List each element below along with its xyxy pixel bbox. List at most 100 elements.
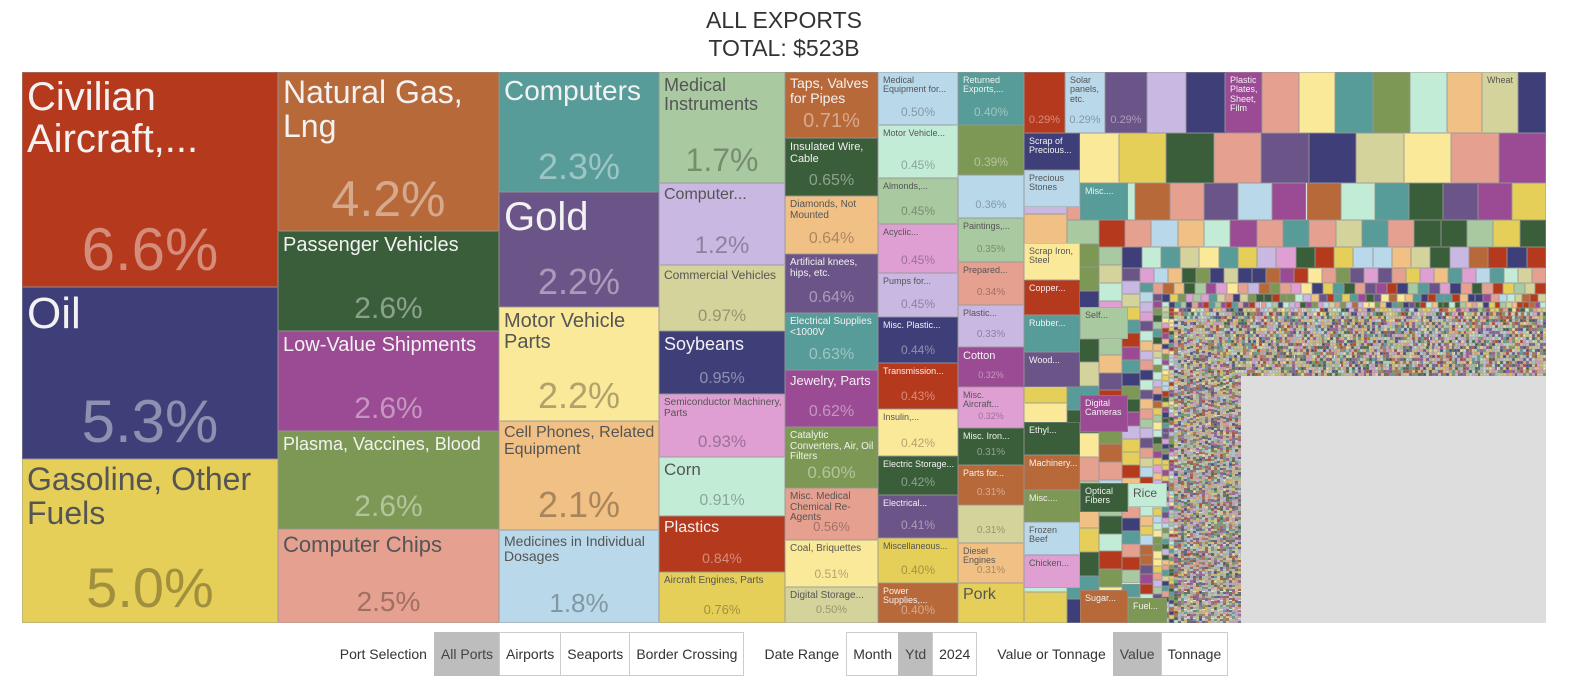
treemap-tile-small[interactable]	[1182, 307, 1188, 313]
treemap-tile-small[interactable]	[1169, 467, 1175, 472]
treemap-tile-small[interactable]	[1152, 372, 1163, 380]
treemap-tile-small[interactable]	[1195, 267, 1210, 283]
treemap-tile-small[interactable]	[1162, 544, 1170, 550]
treemap-tile-small[interactable]	[1152, 350, 1163, 359]
treemap-tile-small[interactable]	[1152, 465, 1163, 473]
treemap-tile-small[interactable]	[1374, 301, 1381, 308]
treemap-tile-small[interactable]	[1475, 293, 1484, 302]
treemap-tile-small[interactable]	[1098, 283, 1123, 301]
treemap-tile-small[interactable]	[1139, 467, 1153, 478]
treemap-tile-small[interactable]	[1272, 183, 1307, 220]
treemap-tile-small[interactable]	[1177, 293, 1186, 302]
treemap-tile-small[interactable]	[1283, 301, 1290, 308]
treemap-tile-small[interactable]	[1426, 301, 1432, 308]
treemap-tile-small[interactable]	[1237, 301, 1244, 308]
treemap-tile-small[interactable]	[1397, 301, 1404, 308]
treemap-tile-small[interactable]	[1162, 312, 1170, 318]
treemap-tile-small[interactable]	[1507, 247, 1527, 268]
treemap-tile-small[interactable]	[1248, 282, 1259, 294]
treemap-tile-small[interactable]	[1500, 301, 1507, 308]
treemap-tile-small[interactable]	[1195, 307, 1200, 313]
treemap-tile-small[interactable]	[1193, 293, 1202, 302]
treemap-tile-small[interactable]	[1256, 293, 1264, 302]
treemap-tile-small[interactable]	[1323, 301, 1329, 308]
treemap-tile-small[interactable]	[1139, 438, 1153, 448]
treemap-tile-small[interactable]	[1169, 428, 1175, 433]
treemap-tile-small[interactable]	[1310, 293, 1319, 302]
treemap-tile-small[interactable]	[1162, 401, 1170, 408]
treemap-tile-small[interactable]	[1169, 525, 1175, 530]
treemap-tile-small[interactable]	[1152, 580, 1163, 588]
treemap-tile-small[interactable]	[1322, 282, 1334, 294]
treemap-tile-small[interactable]	[1266, 301, 1272, 308]
treemap-tile-small[interactable]	[1216, 282, 1227, 294]
treemap-tile-small[interactable]	[1203, 183, 1239, 220]
treemap-tile-small[interactable]	[1162, 428, 1170, 434]
treemap-tile-small[interactable]	[1454, 301, 1461, 308]
treemap-tile-small[interactable]	[1162, 328, 1170, 334]
treemap-tile-small[interactable]	[1122, 438, 1140, 452]
treemap-tile-small[interactable]	[1169, 517, 1175, 522]
treemap-tile-small[interactable]	[1098, 336, 1123, 355]
treemap-tile-small[interactable]	[1197, 301, 1204, 308]
treemap-tile-small[interactable]	[1162, 580, 1170, 587]
treemap-tile-small[interactable]	[1139, 340, 1153, 351]
treemap-tile-small[interactable]	[1169, 580, 1175, 585]
treemap-tile-small[interactable]	[1139, 321, 1153, 332]
treemap-tile-small[interactable]	[1162, 354, 1170, 360]
treemap-tile-small[interactable]	[1152, 515, 1163, 523]
treemap-tile-small[interactable]	[1169, 564, 1175, 569]
treemap-tile-small[interactable]	[1162, 538, 1170, 544]
treemap-tile-small[interactable]	[1139, 535, 1153, 546]
treemap-tile-small[interactable]	[1152, 522, 1163, 530]
treemap-tile-small[interactable]	[1152, 451, 1163, 459]
treemap-tile-small[interactable]	[1169, 591, 1175, 596]
treemap-tile-small[interactable]	[1231, 301, 1238, 308]
treemap-tile-small[interactable]	[1169, 416, 1175, 421]
treemap-tile-small[interactable]	[1139, 525, 1153, 536]
treemap-tile-small[interactable]	[1312, 282, 1323, 294]
treemap-tile-small[interactable]	[1162, 433, 1170, 439]
treemap-tile-small[interactable]	[1169, 572, 1175, 577]
treemap-tile-small[interactable]	[1169, 463, 1175, 468]
treemap-tile-small[interactable]	[1169, 331, 1175, 336]
treemap-tile-small[interactable]	[1162, 333, 1170, 339]
treemap-tile-small[interactable]	[1306, 183, 1341, 220]
treemap-tile-small[interactable]	[1530, 293, 1539, 302]
treemap-tile-small[interactable]	[1122, 247, 1142, 268]
treemap-tile-small[interactable]	[1431, 301, 1438, 308]
treemap-tile-small[interactable]	[1214, 301, 1221, 308]
treemap-tile-small[interactable]	[1169, 455, 1175, 460]
treemap-tile-small[interactable]	[1162, 591, 1170, 597]
treemap-tile-small[interactable]	[1180, 247, 1200, 268]
treemap-tile-small[interactable]	[1187, 307, 1192, 313]
treemap-tile-small[interactable]	[1162, 449, 1170, 455]
treemap-tile-small[interactable]	[1257, 247, 1277, 268]
treemap-tile-small[interactable]	[1162, 364, 1170, 371]
treemap-tile-small[interactable]	[1162, 386, 1170, 392]
treemap-tile-small[interactable]	[1191, 301, 1198, 308]
treemap-tile-small[interactable]	[1407, 282, 1419, 294]
treemap-tile-small[interactable]	[1152, 386, 1163, 394]
treemap-tile-small[interactable]	[1152, 544, 1163, 552]
treemap-tile-small[interactable]	[1363, 267, 1378, 283]
treemap-tile-small[interactable]	[1365, 293, 1374, 302]
treemap-tile-small[interactable]	[1139, 311, 1153, 322]
treemap-tile-small[interactable]	[1122, 372, 1140, 387]
treemap-tile-small[interactable]	[1122, 451, 1140, 466]
treemap-tile-small[interactable]	[1162, 586, 1170, 592]
treemap-tile-small[interactable]	[1254, 301, 1261, 308]
treemap-tile-small[interactable]	[1306, 301, 1312, 308]
treemap-tile-small[interactable]	[1354, 282, 1366, 294]
treemap-tile-small[interactable]	[1122, 570, 1140, 584]
treemap-tile-small[interactable]	[1169, 183, 1204, 220]
treemap-tile-small[interactable]	[1169, 401, 1175, 406]
treemap-tile-small[interactable]	[1162, 307, 1170, 313]
treemap-tile-small[interactable]	[1260, 301, 1267, 308]
treemap-tile-small[interactable]	[1249, 301, 1255, 308]
treemap-tile-small[interactable]	[1118, 133, 1167, 183]
treemap-tile-small[interactable]	[1334, 301, 1341, 308]
treemap-tile-small[interactable]	[1439, 282, 1451, 294]
treemap-tile-small[interactable]	[1122, 346, 1140, 360]
treemap-tile-small[interactable]	[1209, 301, 1215, 308]
